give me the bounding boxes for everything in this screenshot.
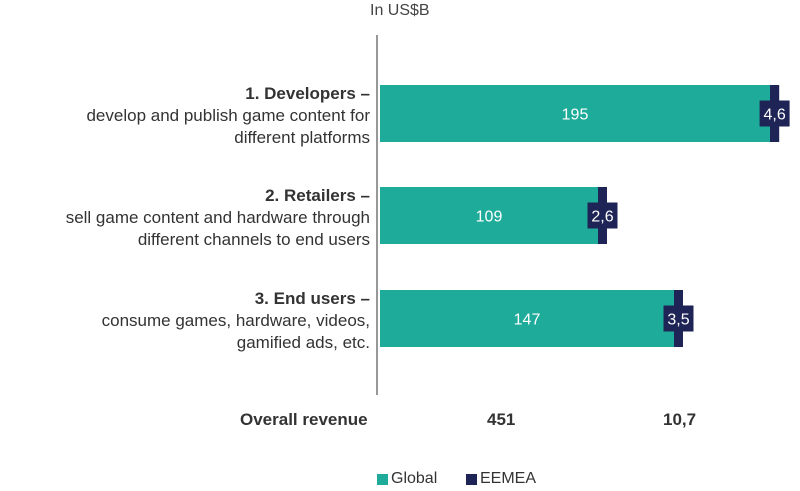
legend-label-global: Global	[391, 470, 438, 487]
legend-swatch-eemea	[466, 473, 477, 485]
category-label-3: 3. End users – consume games, hardware, v…	[10, 288, 370, 354]
unit-label: In US$B	[370, 2, 430, 19]
data-label-global-3: 147	[514, 312, 541, 329]
data-label-box-eemea-1	[759, 100, 790, 127]
legend-item-eemea: EEMEA	[466, 470, 536, 488]
bar-global-2	[380, 187, 598, 244]
bar-global-1	[380, 85, 770, 142]
category-description: different platforms	[234, 128, 370, 147]
category-description: gamified ads, etc.	[236, 333, 370, 352]
overall-revenue-label: Overall revenue	[240, 410, 368, 429]
category-title: 1. Developers –	[245, 84, 370, 103]
data-label-box-eemea-3	[663, 305, 694, 332]
data-label-global-2: 109	[476, 209, 503, 226]
category-description: consume games, hardware, videos,	[101, 311, 370, 330]
category-title: 3. End users –	[254, 289, 370, 308]
data-label-eemea-2: 2,6	[591, 209, 613, 226]
data-label-eemea-3: 3,5	[667, 312, 689, 329]
total-global: 451	[487, 410, 516, 429]
legend-item-global: Global	[377, 470, 437, 488]
category-title: 2. Retailers –	[265, 186, 370, 205]
bar-global-3	[380, 290, 674, 347]
category-description: different channels to end users	[137, 230, 370, 249]
legend-swatch-global	[377, 473, 388, 485]
legend-label-eemea: EEMEA	[480, 470, 537, 487]
category-label-2: 2. Retailers – sell game content and hard…	[10, 185, 370, 251]
total-eemea: 10,7	[663, 410, 697, 429]
data-label-global-1: 195	[562, 107, 589, 124]
category-label-1: 1. Developers – develop and publish game …	[10, 83, 370, 149]
data-label-eemea-1: 4,6	[763, 107, 785, 124]
category-description: sell game content and hardware through	[65, 208, 370, 227]
data-label-box-eemea-2	[587, 202, 618, 229]
category-description: develop and publish game content for	[86, 106, 370, 125]
